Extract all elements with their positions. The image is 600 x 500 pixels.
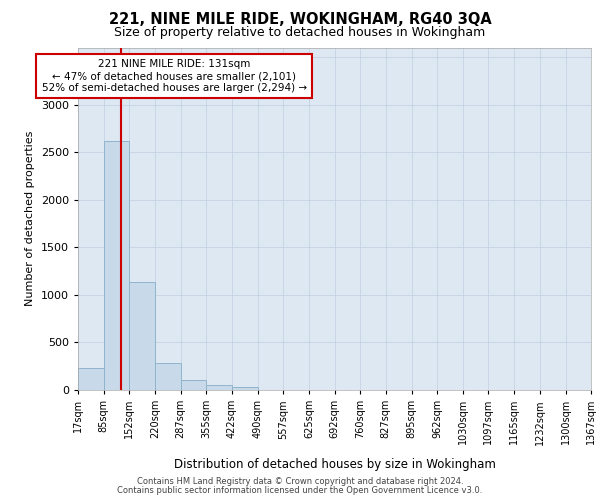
Text: 221, NINE MILE RIDE, WOKINGHAM, RG40 3QA: 221, NINE MILE RIDE, WOKINGHAM, RG40 3QA xyxy=(109,12,491,28)
Text: Contains public sector information licensed under the Open Government Licence v3: Contains public sector information licen… xyxy=(118,486,482,495)
Text: Size of property relative to detached houses in Wokingham: Size of property relative to detached ho… xyxy=(115,26,485,39)
Bar xyxy=(206,385,232,390)
Bar xyxy=(104,140,130,390)
Y-axis label: Number of detached properties: Number of detached properties xyxy=(25,131,35,306)
Text: Contains HM Land Registry data © Crown copyright and database right 2024.: Contains HM Land Registry data © Crown c… xyxy=(137,477,463,486)
Bar xyxy=(181,380,206,390)
Bar xyxy=(232,387,258,390)
Text: 221 NINE MILE RIDE: 131sqm
← 47% of detached houses are smaller (2,101)
52% of s: 221 NINE MILE RIDE: 131sqm ← 47% of deta… xyxy=(41,60,307,92)
Bar xyxy=(130,282,155,390)
Bar xyxy=(78,368,104,390)
Bar xyxy=(155,364,181,390)
X-axis label: Distribution of detached houses by size in Wokingham: Distribution of detached houses by size … xyxy=(173,458,496,471)
